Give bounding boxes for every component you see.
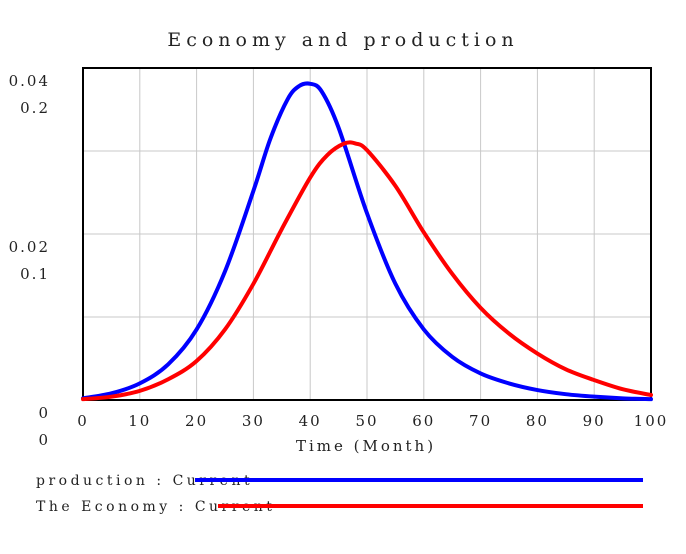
x-tick-label: 50 bbox=[355, 412, 378, 430]
x-tick-label: 0 bbox=[77, 412, 89, 430]
x-tick-label: 10 bbox=[128, 412, 151, 430]
chart-title: Economy and production bbox=[167, 29, 518, 51]
legend-label: The Economy : Current bbox=[36, 499, 275, 515]
series-line-production-current bbox=[81, 81, 653, 402]
y-tick-label-economy: 0.2 bbox=[20, 99, 50, 117]
x-axis-ticks: 0 10 20 30 40 50 60 70 80 90 100 bbox=[77, 412, 669, 430]
legend-label: production : Current bbox=[36, 473, 253, 489]
x-tick-label: 80 bbox=[526, 412, 549, 430]
x-axis-label: Time (Month) bbox=[296, 437, 436, 455]
x-tick-label: 30 bbox=[242, 412, 265, 430]
y-tick-label-economy: 0.1 bbox=[20, 265, 50, 283]
y-tick-label-economy: 0 bbox=[38, 431, 50, 449]
plot-frame bbox=[82, 67, 652, 401]
x-tick-label: 20 bbox=[185, 412, 208, 430]
y-tick-label-production: 0 bbox=[38, 404, 50, 422]
series-lines bbox=[81, 81, 653, 402]
gridlines bbox=[83, 68, 651, 400]
y-axis-ticks: 0.04 0.2 0.02 0.1 0 0 bbox=[9, 72, 50, 449]
x-tick-label: 70 bbox=[469, 412, 492, 430]
series-line-the-economy-current bbox=[81, 140, 653, 402]
legend: production : Current The Economy : Curren… bbox=[36, 473, 643, 515]
x-tick-label: 60 bbox=[412, 412, 435, 430]
x-tick-label: 100 bbox=[634, 412, 669, 430]
x-tick-label: 90 bbox=[583, 412, 606, 430]
x-tick-label: 40 bbox=[299, 412, 322, 430]
y-tick-label-production: 0.04 bbox=[9, 72, 50, 90]
y-tick-label-production: 0.02 bbox=[9, 238, 50, 256]
